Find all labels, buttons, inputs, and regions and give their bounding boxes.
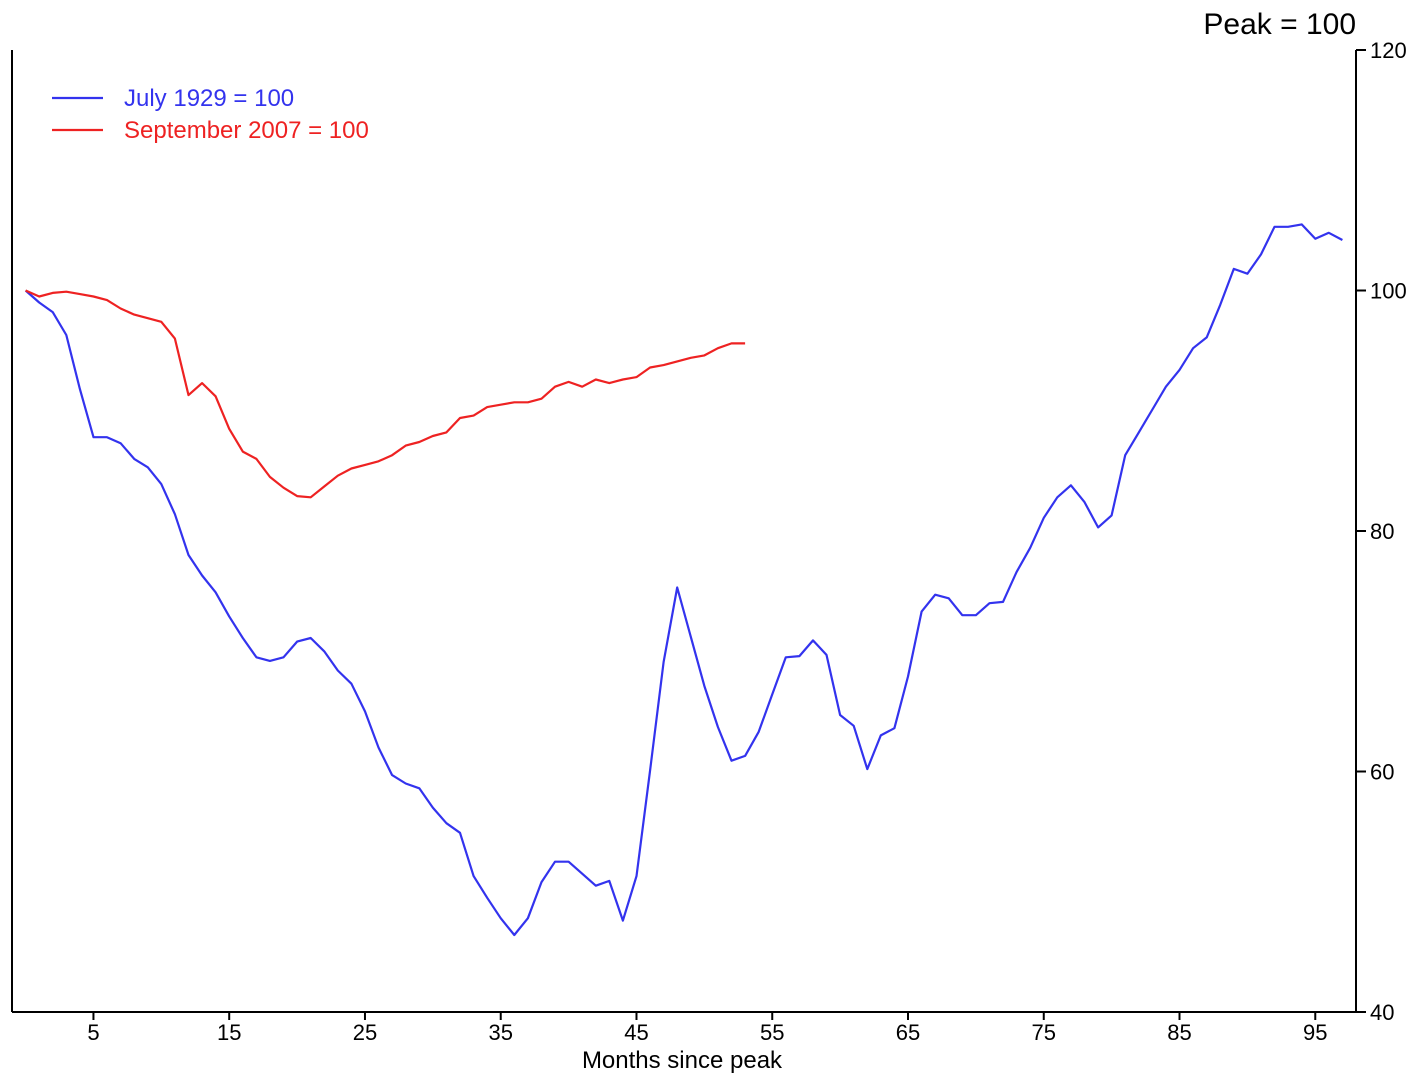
y-tick-label: 100 — [1370, 279, 1407, 304]
y-tick-label: 80 — [1370, 519, 1394, 544]
x-tick-label: 85 — [1167, 1020, 1191, 1045]
x-axis-label: Months since peak — [582, 1047, 783, 1074]
y-tick-label: 60 — [1370, 760, 1394, 785]
x-tick-label: 45 — [624, 1020, 648, 1045]
unit-label: Peak = 100 — [1203, 8, 1356, 41]
y-tick-label: 120 — [1370, 38, 1407, 63]
x-tick-label: 75 — [1032, 1020, 1056, 1045]
series-group — [24, 223, 1343, 937]
x-tick-label: 15 — [217, 1020, 241, 1045]
x-tick-label: 35 — [488, 1020, 512, 1045]
series-line-1 — [25, 289, 746, 499]
legend: July 1929 = 100 September 2007 = 100 — [52, 85, 369, 144]
x-tick-label: 25 — [353, 1020, 377, 1045]
x-tick-label: 55 — [760, 1020, 784, 1045]
x-tick-label: 65 — [896, 1020, 920, 1045]
legend-label: July 1929 = 100 — [124, 85, 294, 112]
series-line-0 — [24, 223, 1343, 937]
x-tick-label: 5 — [87, 1020, 99, 1045]
axes: 5 15 25 35 45 55 65 75 85 95 40 60 80 100 120 — [11, 38, 1407, 1045]
y-tick-label: 40 — [1370, 1000, 1394, 1025]
legend-label: September 2007 = 100 — [124, 117, 369, 144]
x-tick-label: 95 — [1303, 1020, 1327, 1045]
